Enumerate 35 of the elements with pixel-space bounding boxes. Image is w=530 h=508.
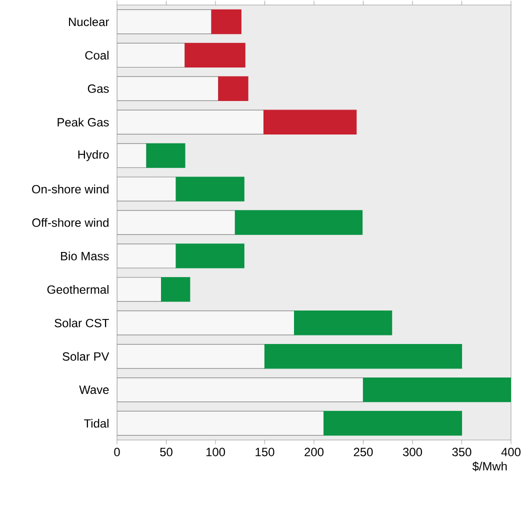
bar — [176, 244, 244, 268]
x-tick-label: 0 — [114, 448, 120, 456]
y-tick-label: Gas — [88, 84, 109, 93]
x-tick-label: 400 — [501, 448, 521, 456]
y-tick-label: Geothermal — [47, 285, 108, 294]
bar — [234, 210, 363, 235]
bar — [264, 344, 462, 369]
x-tick-label: 150 — [256, 448, 274, 456]
y-tick-label: Wave — [79, 386, 109, 394]
y-tick-label: Bio Mass — [61, 252, 109, 260]
y-tick-label: Coal — [85, 50, 108, 60]
bar — [294, 310, 392, 336]
y-tick-label: Solar CST — [54, 318, 109, 328]
y-tick-label: Hydro — [78, 150, 109, 162]
bar — [211, 9, 242, 34]
x-tick-label: 200 — [304, 448, 324, 456]
x-tick-label: 250 — [354, 448, 373, 456]
bar — [184, 42, 246, 68]
y-tick-label: Tidal — [84, 418, 108, 428]
bar — [146, 143, 186, 168]
bar — [176, 176, 244, 202]
y-tick-label: On-shore wind — [32, 184, 108, 194]
bar — [263, 110, 357, 134]
x-axis-title: $/Mwh — [472, 462, 507, 472]
x-tick-label: 50 — [160, 448, 172, 456]
x-tick-label: 300 — [402, 448, 422, 456]
bar — [324, 410, 462, 436]
y-tick-label: Off-shore wind — [32, 218, 108, 227]
bar — [161, 277, 190, 302]
y-tick-label: Solar PV — [62, 352, 110, 361]
bar — [218, 76, 248, 102]
x-tick-label: 100 — [206, 448, 226, 456]
y-tick-label: Peak Gas — [58, 118, 109, 126]
x-tick-label: 350 — [452, 448, 472, 456]
y-tick-label: Nuclear — [69, 17, 110, 26]
